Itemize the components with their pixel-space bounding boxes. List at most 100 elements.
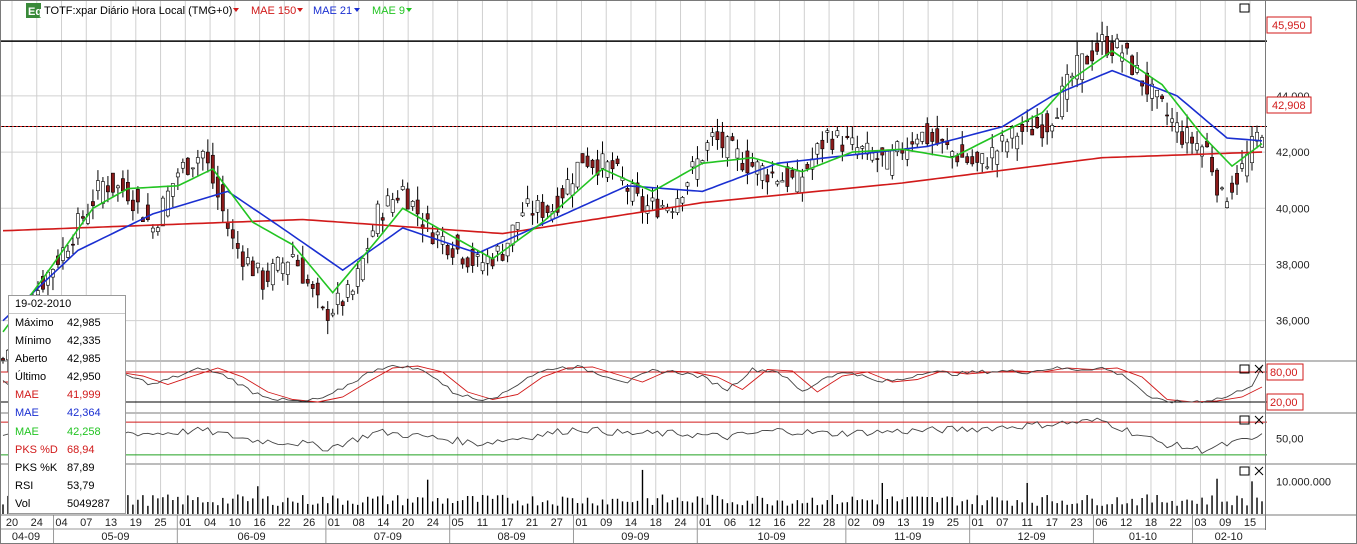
volume-bar [287,497,289,514]
volume-bar [297,502,299,514]
candle-body [340,301,345,307]
volume-bar [1151,502,1153,514]
volume-bar [1081,500,1083,514]
volume-bar [157,498,159,514]
x-day-tick: 25 [154,517,166,529]
x-day-tick: 28 [823,517,835,529]
close-volume-icon[interactable] [1254,466,1264,476]
candle-body [840,144,845,152]
x-day-tick: 17 [501,517,513,529]
candle-body [315,282,320,296]
volume-bar [711,494,714,514]
volume-bar [1201,497,1203,514]
volume-bar [826,500,829,514]
candle-body [96,180,100,192]
mae9-dropdown-icon[interactable] [406,8,412,12]
pks-d-line[interactable] [3,365,1263,403]
candle-body [1185,127,1189,144]
volume-bar [896,501,898,514]
candle-body [360,258,365,281]
symbol-dropdown-icon[interactable] [233,8,239,12]
candle-body [805,164,810,170]
candle-body [1015,135,1020,150]
candle-body [525,198,530,204]
info-label: PKS %K [15,461,58,474]
candle-body [580,153,585,164]
candle-body [91,201,95,206]
info-row: MAE 42,364 [9,404,125,422]
candle-body [126,182,130,202]
candle-body [830,138,835,150]
volume-bar [966,499,968,514]
candle-body [930,132,935,142]
indicator-mae150-label[interactable]: MAE 150 [251,5,296,17]
maximize-price-icon[interactable] [1239,3,1250,13]
x-day-tick: 08 [353,517,365,529]
volume-bar [396,495,399,514]
candle-body [720,131,725,149]
volume-bar [576,503,579,514]
mae150-dropdown-icon[interactable] [297,8,303,12]
candle-body [355,268,360,287]
info-row: Último 42,950 [9,368,125,386]
price-y-tick: 38,000 [1276,259,1310,271]
candle-body [400,186,405,190]
volume-bar [781,500,784,514]
volume-bar [352,503,354,514]
close-rsi-icon[interactable] [1254,415,1264,425]
symbol-label[interactable]: TOTF:xpar Diário Hora Local (TMG+0) [44,5,232,17]
mae21-line[interactable] [2,69,1263,322]
candle-body [1030,129,1035,136]
info-label: MAE [15,425,39,438]
volume-bar [516,500,519,514]
price-markers: 45,950 42,908 [1266,16,1312,114]
rsi-line[interactable] [2,417,1263,454]
mae9-line[interactable] [2,49,1263,333]
volume-bar [1146,494,1148,514]
volume-bar [177,496,179,514]
candle-body [975,151,980,163]
candle-body [935,128,940,145]
volume-bar [606,504,609,514]
volume-bar [1016,500,1018,514]
maximize-rsi-icon[interactable] [1239,415,1250,425]
mae150-line[interactable] [2,151,1263,235]
volume-bar [362,502,364,514]
volume-bar [332,495,334,514]
indicator-mae21-label[interactable]: MAE 21 [313,5,352,17]
volume-bar [342,504,344,514]
close-stoch-icon[interactable] [1254,364,1264,374]
logo-icon[interactable] [26,3,41,18]
volume-bar [1186,499,1188,514]
candle-body [910,141,915,145]
volume-bar [1031,502,1033,514]
maximize-volume-icon[interactable] [1239,466,1250,476]
volume-bar [152,495,154,514]
info-value: 42,985 [67,317,101,329]
volume-bar [1036,505,1038,514]
x-day-tick: 09 [872,517,884,529]
volume-bar [1121,504,1123,514]
candle-body [770,171,775,174]
pks-k-line[interactable] [2,364,1263,404]
x-day-tick: 14 [377,517,389,529]
candle-body [635,182,640,194]
candle-body [900,149,905,154]
candle-body [76,213,80,239]
volume-bar [187,495,189,514]
mae21-dropdown-icon[interactable] [354,8,360,12]
x-day-tick: 02 [848,517,860,529]
indicator-mae9-label[interactable]: MAE 9 [372,5,405,17]
volume-bar [1241,498,1243,514]
volume-bar [1211,495,1213,514]
candle-body [1035,117,1040,129]
resistance-price-text: 45,950 [1272,20,1306,32]
volume-bar [971,504,973,514]
maximize-stoch-icon[interactable] [1239,364,1250,374]
volume-bar [1156,495,1158,514]
candle-body [955,155,960,163]
volume-bar [526,503,529,514]
volume-bar [751,503,754,514]
volume-bar [546,500,549,514]
